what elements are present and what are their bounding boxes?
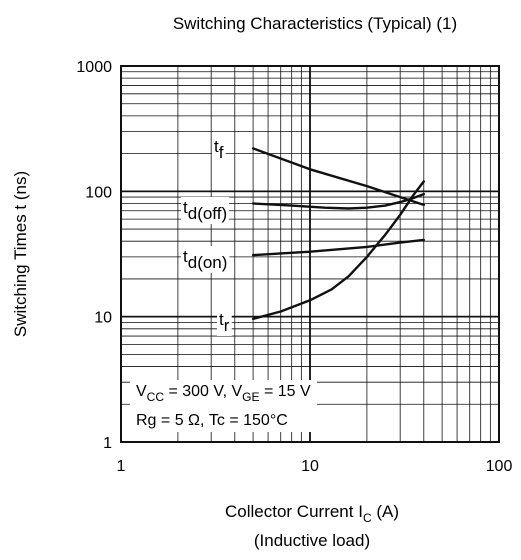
condition-line: VCC = 300 V, VGE = 15 V: [136, 383, 311, 404]
series-label-td(on): td(on): [183, 247, 227, 272]
y-tick-label: 1000: [76, 59, 112, 76]
x-axis-note: (Inductive load): [254, 531, 370, 550]
condition-line: Rg = 5 Ω, Tc = 150°C: [136, 412, 288, 429]
series-label-td(off): td(off): [183, 198, 227, 223]
y-tick-label: 10: [94, 310, 112, 327]
chart-title: Switching Characteristics (Typical) (1): [173, 14, 457, 33]
conditions-box: VCC = 300 V, VGE = 15 V Rg = 5 Ω, Tc = 15…: [130, 380, 317, 432]
series-line-td(off): [251, 192, 425, 210]
tick-labels: 1 10 100 1 10 100 1000: [76, 59, 512, 475]
series-label-bg: [181, 246, 230, 273]
y-tick-label: 1: [103, 435, 112, 452]
series-labels: tf td(off) td(on) tr: [181, 136, 232, 336]
series-label-tf: tf: [214, 137, 224, 162]
series-lines: [251, 147, 425, 321]
x-tick-label: 10: [301, 458, 319, 475]
conditions-bg: [130, 380, 317, 432]
x-tick-label: 1: [117, 458, 126, 475]
series-label-bg: [217, 309, 232, 336]
series-line-tr: [251, 180, 425, 321]
series-label-bg: [181, 197, 230, 224]
x-tick-label: 100: [486, 458, 513, 475]
series-label-bg: [212, 136, 226, 163]
x-axis-label: Collector Current IC (A): [225, 502, 399, 525]
y-tick-label: 100: [85, 184, 112, 201]
series-label-tr: tr: [219, 310, 230, 335]
y-axis-label: Switching Times t (ns): [11, 171, 30, 337]
series-line-td(on): [251, 238, 425, 257]
